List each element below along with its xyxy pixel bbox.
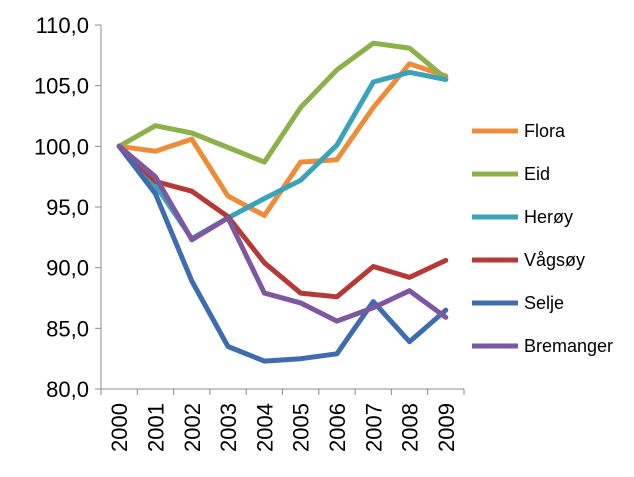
y-tick-label: 80,0 (46, 377, 89, 402)
legend-label: Vågsøy (524, 250, 585, 270)
x-tick-label: 2001 (143, 403, 168, 452)
series-lines (116, 40, 449, 364)
legend-item: Selje (472, 293, 564, 313)
legend-item: Bremanger (472, 336, 613, 356)
series-line-flora (116, 61, 449, 218)
axes (95, 24, 465, 395)
x-tick-label: 2009 (434, 403, 459, 452)
x-tick-label: 2005 (289, 403, 314, 452)
series-line-bremanger (116, 143, 449, 324)
y-tick-label: 110,0 (36, 13, 89, 38)
legend-item: Vågsøy (472, 250, 585, 270)
legend-label: Bremanger (524, 336, 613, 356)
y-tick-labels: 80,0 85,0 90,0 95,0 100,0 105,0 110,0 (34, 13, 89, 402)
legend-label: Eid (524, 164, 550, 184)
y-tick-label: 90,0 (46, 256, 89, 281)
legend-item: Flora (472, 121, 566, 141)
x-tick-label: 2008 (398, 403, 423, 452)
y-tick-label: 95,0 (46, 195, 89, 220)
y-tick-label: 105,0 (34, 74, 89, 99)
legend-label: Selje (524, 293, 564, 313)
legend: Flora Eid Herøy Vågsøy Selje Bremanger (472, 121, 613, 356)
legend-item: Herøy (472, 207, 573, 227)
x-tick-label: 2006 (325, 403, 350, 452)
series-line-eid (116, 40, 449, 165)
legend-label: Herøy (524, 207, 573, 227)
x-tick-label: 2003 (216, 403, 241, 452)
x-tick-label: 2002 (180, 403, 205, 452)
series-line-herøy (116, 69, 449, 241)
x-tick-label: 2007 (361, 403, 386, 452)
series-line-selje (116, 143, 449, 364)
x-tick-label: 2000 (107, 403, 132, 452)
y-tick-label: 100,0 (34, 134, 89, 159)
legend-label: Flora (524, 121, 566, 141)
x-tick-labels: 2000 2001 2002 2003 2004 2005 2006 2007 2008 2009 (107, 403, 459, 452)
x-tick-label: 2004 (252, 403, 277, 452)
y-tick-label: 85,0 (46, 316, 89, 341)
legend-item: Eid (472, 164, 550, 184)
series-line-vågsøy (116, 143, 449, 300)
